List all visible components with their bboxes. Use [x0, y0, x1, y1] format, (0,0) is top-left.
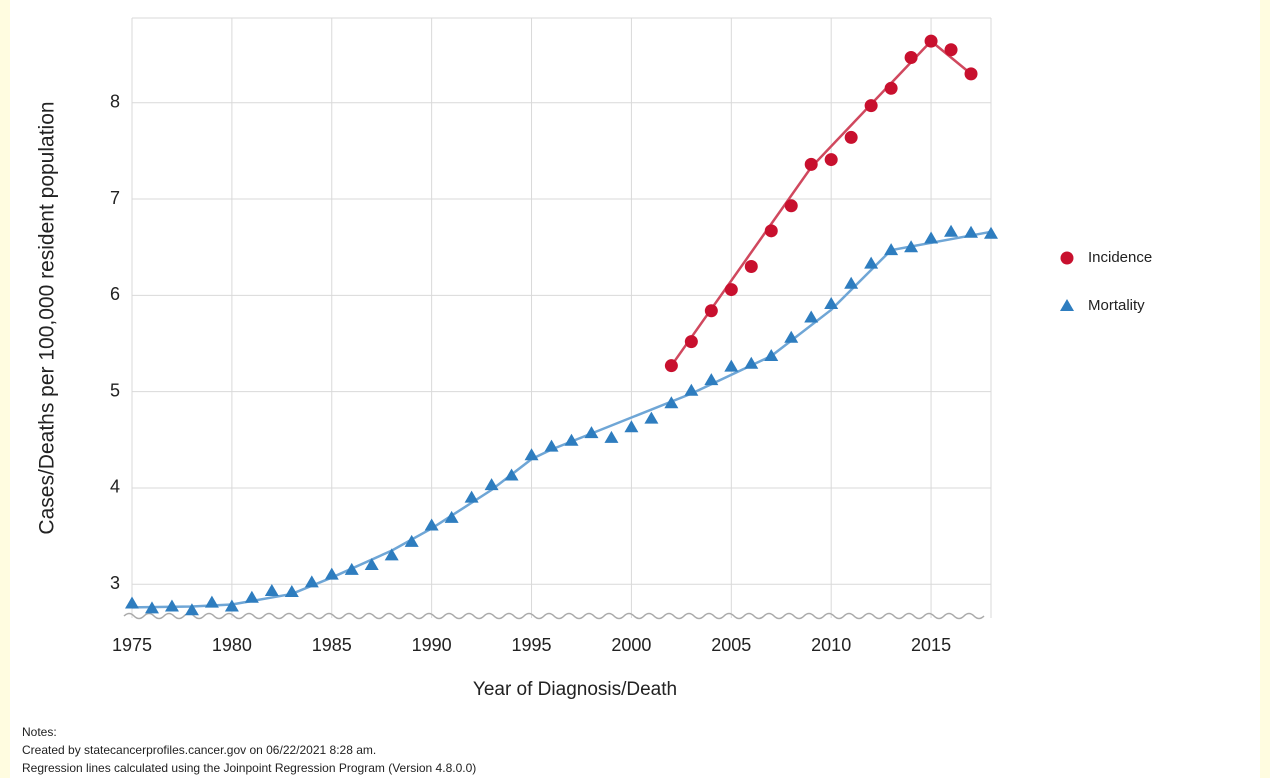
chart-background: [10, 0, 1260, 778]
data-point: [984, 226, 998, 239]
data-point: [924, 34, 938, 48]
legend-label: Incidence: [1088, 249, 1152, 266]
data-point: [204, 595, 219, 608]
note: Created by statecancerprofiles.cancer.go…: [22, 743, 376, 757]
data-point: [844, 276, 859, 289]
x-tick-label: 1980: [212, 635, 252, 655]
legend-label: Mortality: [1088, 297, 1145, 314]
axis-break: [123, 612, 985, 620]
data-point: [144, 601, 159, 614]
y-tick-label: 4: [110, 477, 120, 497]
y-axis-label: Cases/Deaths per 100,000 resident popula…: [36, 101, 59, 534]
data-point: [664, 396, 679, 409]
data-point: [344, 562, 359, 575]
data-point: [904, 240, 919, 253]
data-point: [324, 567, 339, 580]
data-point: [744, 356, 759, 369]
data-point: [724, 359, 739, 372]
data-point: [184, 603, 199, 616]
data-point: [704, 304, 718, 318]
data-point: [764, 349, 779, 362]
data-point: [164, 599, 179, 612]
data-point: [964, 225, 979, 238]
y-tick-label: 5: [110, 380, 120, 400]
data-point: [784, 330, 799, 343]
y-tick-label: 3: [110, 573, 120, 593]
data-point: [924, 231, 939, 244]
data-point: [444, 510, 459, 523]
data-point: [264, 584, 279, 597]
data-point: [584, 426, 599, 439]
data-point: [464, 490, 479, 503]
legend-marker: [1060, 251, 1074, 265]
data-point: [684, 335, 698, 349]
data-point: [864, 99, 878, 113]
data-point: [824, 297, 839, 310]
x-axis-label: Year of Diagnosis/Death: [473, 679, 677, 700]
y-tick-label: 6: [110, 284, 120, 304]
data-point: [784, 199, 798, 213]
data-point: [364, 558, 379, 571]
data-point: [944, 224, 959, 237]
data-point: [644, 411, 659, 424]
data-point: [904, 50, 918, 64]
x-tick-label: 2010: [811, 635, 851, 655]
x-tick-label: 1995: [512, 635, 552, 655]
data-point: [704, 373, 719, 386]
data-point: [824, 153, 838, 167]
x-tick-label: 1990: [412, 635, 452, 655]
note: Regression lines calculated using the Jo…: [22, 761, 476, 775]
data-point: [744, 259, 758, 273]
data-point: [504, 468, 519, 481]
x-tick-label: 2005: [711, 635, 751, 655]
data-point: [844, 130, 858, 144]
data-point: [624, 420, 639, 433]
data-point: [964, 67, 978, 81]
x-tick-label: 1975: [112, 635, 152, 655]
data-point: [384, 548, 399, 561]
data-point: [544, 439, 559, 452]
data-point: [304, 575, 319, 588]
data-point: [724, 283, 738, 297]
data-point: [604, 430, 619, 443]
data-point: [125, 596, 139, 609]
data-point: [244, 590, 259, 603]
data-point: [764, 224, 778, 238]
data-point: [424, 518, 439, 531]
data-point: [804, 157, 818, 171]
data-point: [284, 584, 299, 597]
note: Notes:: [22, 725, 57, 739]
data-point: [224, 599, 239, 612]
data-point: [884, 81, 898, 95]
x-tick-label: 2015: [911, 635, 951, 655]
data-point: [484, 478, 499, 491]
legend-marker: [1060, 299, 1074, 311]
data-point: [564, 433, 579, 446]
x-tick-label: 1985: [312, 635, 352, 655]
data-point: [524, 448, 539, 461]
x-tick-label: 2000: [611, 635, 651, 655]
data-point: [944, 43, 958, 57]
data-point: [884, 243, 899, 256]
data-point: [804, 310, 819, 323]
data-point: [404, 534, 419, 547]
data-point: [864, 256, 879, 269]
y-tick-label: 7: [110, 188, 120, 208]
data-point: [664, 359, 678, 373]
y-tick-label: 8: [110, 92, 120, 112]
data-point: [684, 383, 699, 396]
